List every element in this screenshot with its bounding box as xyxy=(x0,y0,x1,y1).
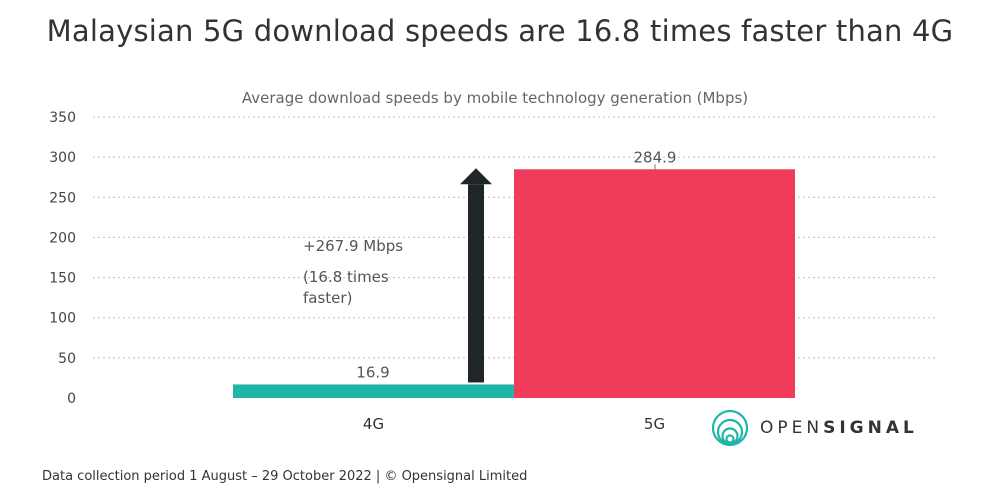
y-tick-label: 0 xyxy=(67,391,76,407)
y-tick-label: 200 xyxy=(49,230,76,246)
chart-subtitle: Average download speeds by mobile techno… xyxy=(242,89,748,107)
annotation-line-3: faster) xyxy=(303,289,352,307)
arrow-head xyxy=(460,168,492,185)
y-tick-label: 100 xyxy=(49,311,76,327)
bars xyxy=(233,169,795,398)
chart-title: Malaysian 5G download speeds are 16.8 ti… xyxy=(46,14,954,48)
y-tick-label: 50 xyxy=(58,351,76,367)
footer-source: Data collection period 1 August – 29 Oct… xyxy=(42,469,528,484)
annotation: +267.9 Mbps (16.8 times faster) xyxy=(303,237,403,307)
annotation-line-2: (16.8 times xyxy=(303,268,389,286)
opensignal-logo-icon xyxy=(711,409,749,447)
value-labels: 16.9 284.9 xyxy=(356,148,676,381)
arrow-shaft xyxy=(468,184,484,383)
bar-4g xyxy=(233,384,514,398)
logo-text-bold: SIGNAL xyxy=(823,418,918,438)
increase-arrow xyxy=(460,168,492,383)
data-label: 284.9 xyxy=(634,148,677,166)
y-tick-label: 150 xyxy=(49,271,76,287)
y-axis-ticks: 0 50 100 150 200 250 300 350 xyxy=(49,110,76,407)
y-tick-label: 350 xyxy=(49,110,76,126)
opensignal-logo: OPENSIGNAL xyxy=(710,408,918,448)
y-tick-label: 300 xyxy=(49,150,76,166)
x-tick-label: 5G xyxy=(644,415,665,433)
x-axis-labels: 4G 5G xyxy=(363,415,665,433)
logo-text-light: OPEN xyxy=(760,418,824,438)
bar-5g xyxy=(514,169,795,398)
data-label: 16.9 xyxy=(356,363,389,381)
annotation-line-1: +267.9 Mbps xyxy=(303,237,403,255)
opensignal-logo-text: OPENSIGNAL xyxy=(760,418,918,438)
x-tick-label: 4G xyxy=(363,415,384,433)
y-tick-label: 250 xyxy=(49,190,76,206)
